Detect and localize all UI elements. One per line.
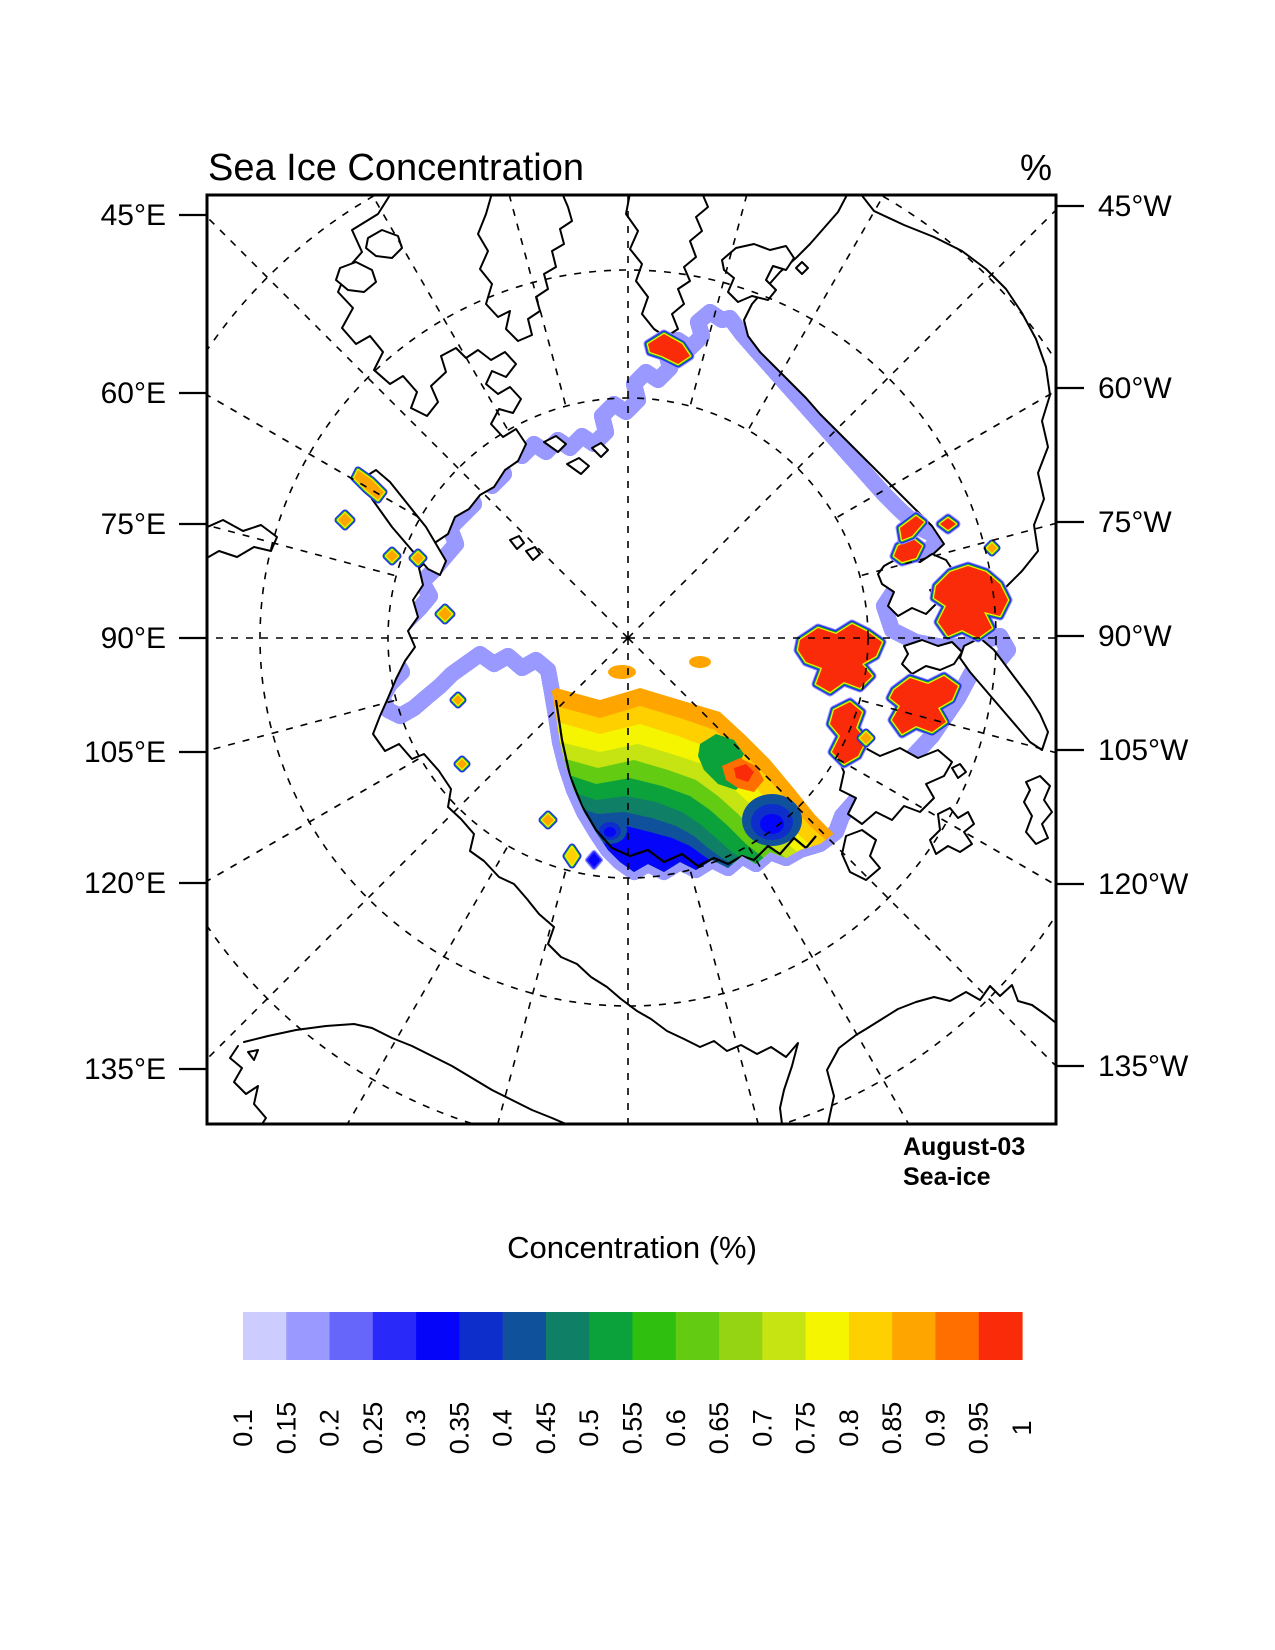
colorbar-tick-label: 0.55 <box>618 1402 648 1455</box>
plot-frame <box>205 193 1058 1126</box>
colorbar-tick-label: 0.1 <box>228 1409 258 1447</box>
date-annotation: August-03 <box>903 1133 1025 1161</box>
colorbar-segment <box>805 1312 850 1360</box>
colorbar-segment <box>286 1312 331 1360</box>
right-tick-label: 120°W <box>1098 868 1189 901</box>
coastlines <box>207 195 1056 1124</box>
colorbar-tick-label: 0.15 <box>271 1402 301 1455</box>
graticule <box>207 195 1056 1124</box>
colorbar-tick-label: 0.9 <box>920 1409 950 1447</box>
colorbar-tick-label: 0.35 <box>444 1402 474 1455</box>
plot-title: Sea Ice Concentration <box>208 147 584 189</box>
colorbar-tick-label: 0.25 <box>358 1402 388 1455</box>
right-tick-label: 135°W <box>1098 1050 1189 1083</box>
right-tick-label: 75°W <box>1098 506 1172 539</box>
map-area <box>207 195 1056 1124</box>
colorbar-segment <box>675 1312 720 1360</box>
colorbar-segment <box>243 1312 287 1360</box>
colorbar-tick-label: 0.4 <box>488 1409 518 1447</box>
colorbar-segment <box>589 1312 634 1360</box>
right-tick-label: 105°W <box>1098 734 1189 767</box>
right-tick-label: 45°W <box>1098 190 1172 223</box>
colorbar-tick-label: 0.5 <box>574 1409 604 1447</box>
unit-label: % <box>1020 147 1052 188</box>
colorbar-tick-label: 0.3 <box>401 1409 431 1447</box>
left-tick-label: 135°E <box>84 1053 166 1086</box>
colorbar-segment <box>978 1312 1023 1360</box>
colorbar-segment <box>502 1312 547 1360</box>
colorbar-tick-label: 0.2 <box>315 1409 345 1447</box>
colorbar-segment <box>632 1312 677 1360</box>
colorbar-segment <box>459 1312 504 1360</box>
left-tick-label: 90°E <box>101 622 166 655</box>
colorbar-title: Concentration (%) <box>507 1230 757 1265</box>
left-axis: 45°E 60°E 75°E 90°E 105°E 120°E 135°E <box>84 199 207 1086</box>
colorbar-segment <box>848 1312 893 1360</box>
colorbar-segment <box>329 1312 374 1360</box>
left-tick-label: 105°E <box>84 736 166 769</box>
colorbar-tick-label: 0.8 <box>834 1409 864 1447</box>
right-axis: 45°W 60°W 75°W 90°W 105°W 120°W 135°W <box>1056 190 1189 1083</box>
colorbar-segment <box>545 1312 590 1360</box>
colorbar-segment <box>416 1312 460 1360</box>
variable-annotation: Sea-ice <box>903 1163 991 1191</box>
colorbar-segment <box>372 1312 417 1360</box>
colorbar-tick-label: 0.65 <box>704 1402 734 1455</box>
left-tick-label: 60°E <box>101 377 166 410</box>
right-tick-label: 60°W <box>1098 372 1172 405</box>
colorbar-tick-label: 0.85 <box>877 1402 907 1455</box>
colorbar-segment <box>892 1312 937 1360</box>
colorbar-tick-label: 0.45 <box>531 1402 561 1455</box>
left-tick-label: 45°E <box>101 199 166 232</box>
colorbar-tick-label: 1 <box>1007 1420 1037 1435</box>
colorbar: 0.1 0.15 0.2 0.25 0.3 0.35 0.4 0.45 0.5 0.55 0.6 0.… <box>228 1312 1037 1454</box>
right-tick-label: 90°W <box>1098 620 1172 653</box>
colorbar-tick-label: 0.6 <box>661 1409 691 1447</box>
colorbar-segment <box>719 1312 763 1360</box>
colorbar-segment <box>762 1312 807 1360</box>
left-tick-label: 120°E <box>84 867 166 900</box>
colorbar-tick-label: 0.75 <box>791 1402 821 1455</box>
marginal-ice-zone <box>550 656 848 872</box>
left-tick-label: 75°E <box>101 508 166 541</box>
colorbar-segment <box>935 1312 980 1360</box>
colorbar-tick-label: 0.95 <box>964 1402 994 1455</box>
colorbar-tick-label: 0.7 <box>747 1409 777 1447</box>
